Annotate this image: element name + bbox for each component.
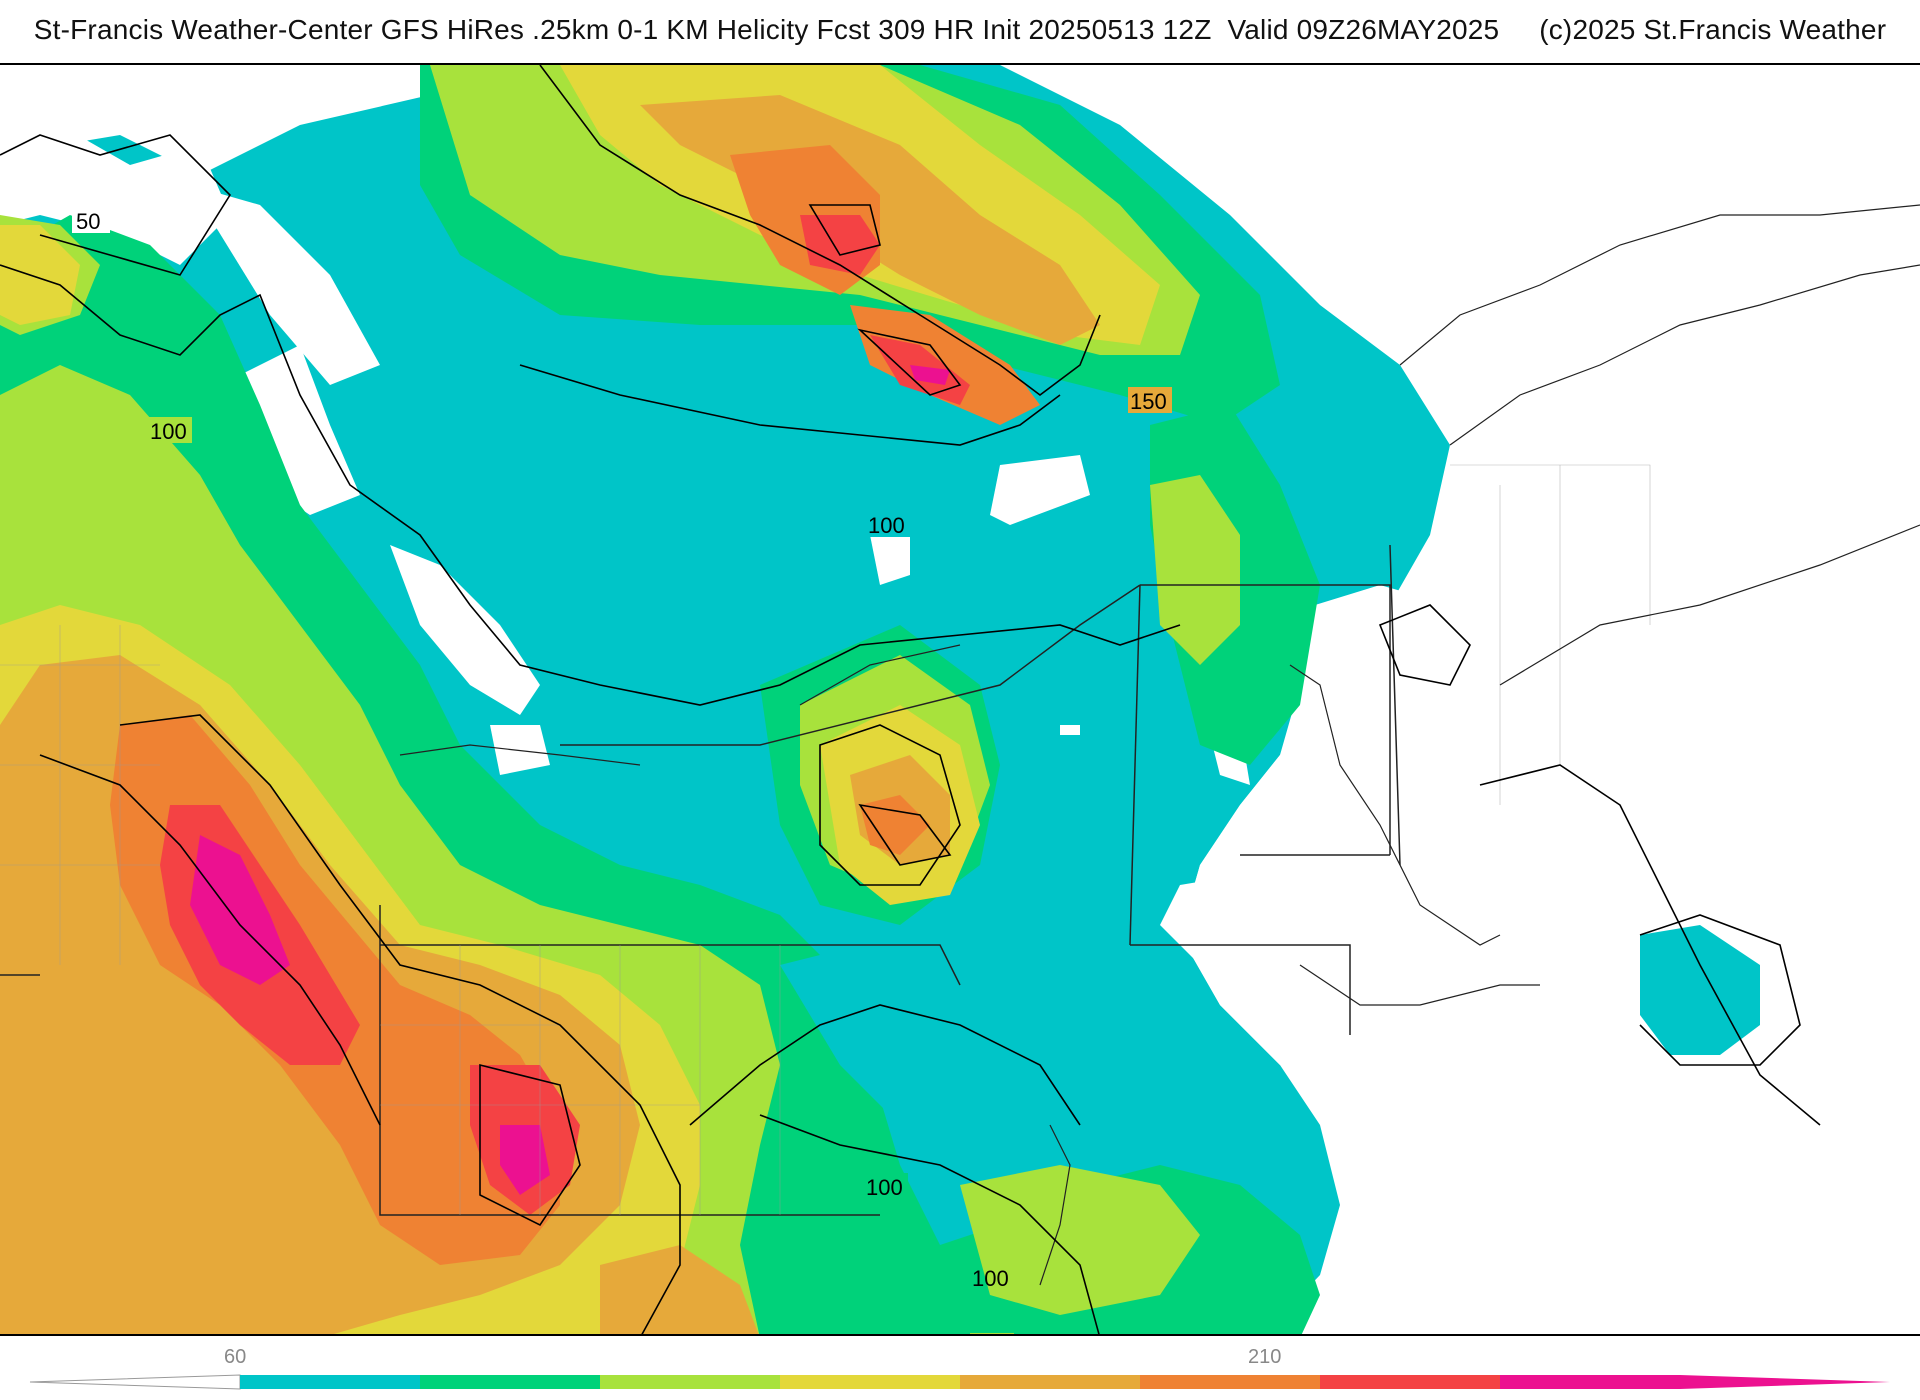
- contour-labels: 50 100 150 100 100 100: [72, 207, 1172, 1334]
- contour-label-150: 150: [1130, 389, 1167, 414]
- helicity-contours: [0, 65, 1821, 1334]
- colorbar-high-arrow: [1680, 1375, 1890, 1389]
- colorbar-segment: [240, 1375, 421, 1389]
- map-canvas: 50 100 150 100 100 100: [0, 65, 1920, 1334]
- colorbar-segment: [960, 1375, 1141, 1389]
- band-210: [190, 835, 290, 985]
- political-borders: [0, 544, 1401, 1216]
- contour-label-50: 50: [76, 209, 100, 234]
- contour-label-100-se: 100: [972, 1266, 1009, 1291]
- contour-label-100-n: 100: [868, 513, 905, 538]
- colorbar-segment: [1500, 1375, 1681, 1389]
- contour-label-100-nw: 100: [150, 419, 187, 444]
- contour-label-100-c: 100: [866, 1175, 903, 1200]
- colorbar-segment: [1320, 1375, 1501, 1389]
- colorbar-segment: [420, 1375, 601, 1389]
- colorbar-segment: [780, 1375, 961, 1389]
- colorbar: [29, 1374, 1890, 1390]
- colorbar-segment: [1140, 1375, 1321, 1389]
- colorbar-low-arrow: [29, 1374, 241, 1390]
- map-title: St-Francis Weather-Center GFS HiRes .25k…: [33, 14, 1887, 45]
- colorbar-tick-60: 60: [224, 1346, 247, 1368]
- helicity-map: 50 100 150 100 100 100: [0, 63, 1920, 1336]
- colorbar-tick-210: 210: [1248, 1346, 1282, 1368]
- colorbar-segment: [600, 1375, 781, 1389]
